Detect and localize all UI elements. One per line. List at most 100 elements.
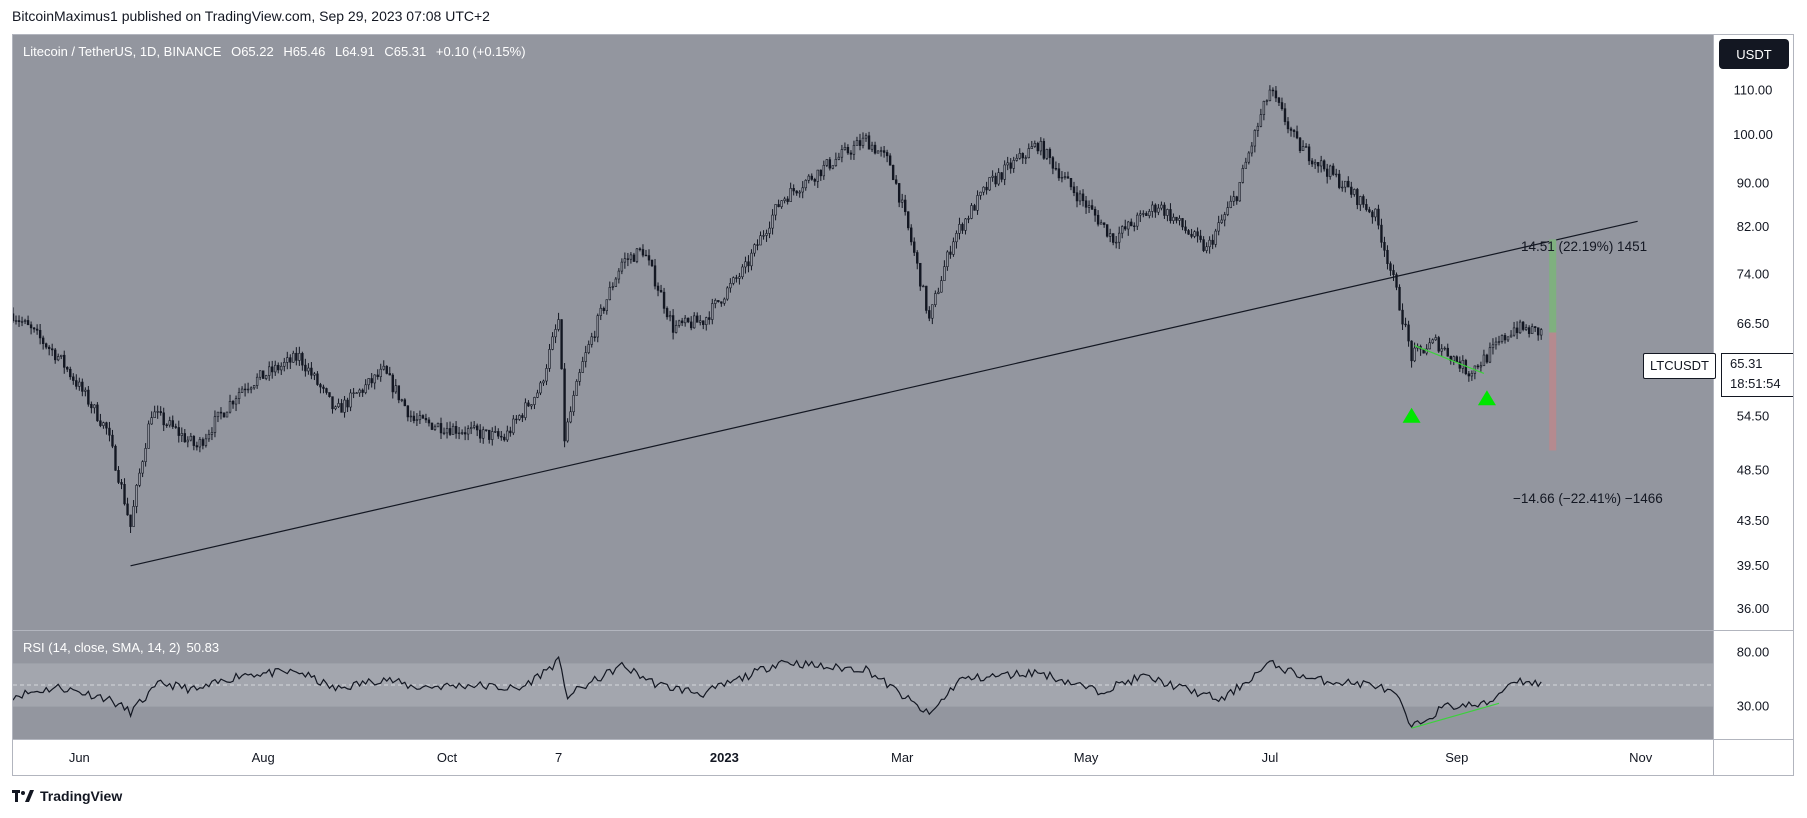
candle-body — [795, 190, 798, 194]
candle-body — [466, 428, 470, 435]
candle-body — [400, 399, 404, 401]
candle-body — [611, 286, 615, 288]
rsi-axis-label: 30.00 — [1737, 699, 1770, 714]
candle-body — [590, 336, 593, 345]
chart-canvas[interactable]: 110.00100.0090.0082.0074.0066.5060.5054.… — [13, 35, 1793, 775]
candle-body — [1452, 356, 1455, 361]
candle-body — [159, 411, 162, 414]
candle-body — [1244, 161, 1248, 169]
candle-body — [433, 426, 437, 430]
candle-body — [976, 195, 979, 211]
candle-body — [231, 401, 235, 405]
candle-body — [554, 329, 557, 338]
candle-body — [1380, 224, 1383, 243]
candle-body — [946, 251, 949, 267]
candle-body — [1205, 246, 1208, 251]
candle-body — [376, 374, 379, 378]
candle-body — [677, 320, 681, 326]
candle-body — [879, 150, 883, 152]
time-axis-label: 2023 — [710, 750, 739, 765]
bullish-arrow-icon — [1402, 407, 1421, 423]
tradingview-logo-icon — [12, 790, 34, 802]
candle-body — [1223, 214, 1226, 221]
candle-body — [1434, 337, 1437, 341]
candle-body — [750, 252, 753, 267]
price-pane-background — [13, 35, 1713, 630]
candle-body — [873, 144, 877, 154]
candle-body — [762, 235, 765, 237]
candle-body — [123, 484, 126, 505]
candle-body — [1356, 189, 1359, 206]
candle-body — [1377, 208, 1380, 226]
candle-body — [566, 421, 569, 442]
candle-body — [313, 373, 316, 376]
candle-body — [442, 432, 446, 435]
candle-body — [1193, 231, 1196, 237]
candle-body — [81, 381, 84, 392]
candle-body — [527, 402, 530, 407]
candle-body — [777, 204, 780, 208]
currency-button[interactable]: USDT — [1719, 39, 1789, 69]
candle-body — [741, 266, 744, 278]
tradingview-logo[interactable]: TradingView — [12, 788, 122, 804]
rsi-axis-label: 80.00 — [1737, 645, 1770, 660]
candle-body — [509, 430, 512, 434]
candle-body — [515, 418, 518, 421]
candle-body — [783, 198, 786, 201]
candle-body — [548, 349, 551, 369]
candle-body — [1301, 146, 1305, 151]
candle-body — [903, 199, 907, 213]
candle-body — [482, 429, 485, 439]
candle-body — [144, 448, 147, 462]
candle-body — [1099, 222, 1103, 225]
candle-body — [1389, 263, 1392, 271]
candle-body — [475, 425, 479, 431]
candle-body — [593, 336, 596, 338]
price-axis-label: 48.50 — [1737, 463, 1770, 478]
candle-body — [198, 439, 202, 448]
price-divergence-line — [1414, 344, 1485, 374]
candle-body — [298, 353, 301, 361]
candle-body — [1102, 222, 1106, 225]
candle-body — [910, 227, 913, 243]
chart-frame[interactable]: 110.00100.0090.0082.0074.0066.5060.5054.… — [12, 34, 1794, 776]
candle-body — [1027, 148, 1030, 159]
bullish-arrow-icon — [1477, 390, 1496, 406]
candle-body — [693, 315, 696, 329]
candle-body — [1012, 160, 1015, 169]
candle-body — [714, 300, 717, 304]
time-axis-label: Oct — [437, 750, 458, 765]
candle-body — [671, 315, 675, 333]
candle-body — [934, 293, 937, 306]
candle-body — [277, 364, 280, 371]
candle-body — [861, 137, 865, 146]
measure-down-bar — [1549, 332, 1557, 451]
candle-body — [629, 254, 633, 260]
rsi-label[interactable]: RSI (14, close, SMA, 14, 2) — [23, 640, 181, 655]
candle-body — [213, 416, 217, 433]
candle-body — [240, 388, 244, 393]
candle-body — [1250, 145, 1254, 154]
candle-body — [491, 431, 494, 440]
candle-body — [280, 365, 283, 371]
price-axis-label: 100.00 — [1733, 127, 1773, 142]
candle-body — [1202, 239, 1205, 251]
candle-body — [1217, 222, 1220, 232]
price-axis-label: 54.50 — [1737, 408, 1770, 423]
candle-body — [325, 388, 328, 393]
candle-body — [385, 365, 388, 374]
candle-body — [210, 432, 214, 435]
candle-body — [367, 378, 370, 386]
candle-body — [343, 399, 346, 413]
candle-body — [1371, 211, 1374, 218]
candle-body — [699, 320, 702, 323]
candle-body — [1368, 209, 1371, 213]
candle-body — [720, 301, 723, 304]
candle-body — [322, 386, 325, 389]
candle-body — [1048, 149, 1052, 158]
candle-body — [1443, 347, 1446, 350]
time-axis-label: 7 — [555, 750, 562, 765]
price-axis-label: 90.00 — [1737, 176, 1770, 191]
symbol-title[interactable]: Litecoin / TetherUS, 1D, BINANCE — [23, 44, 222, 59]
candle-body — [1530, 326, 1534, 334]
